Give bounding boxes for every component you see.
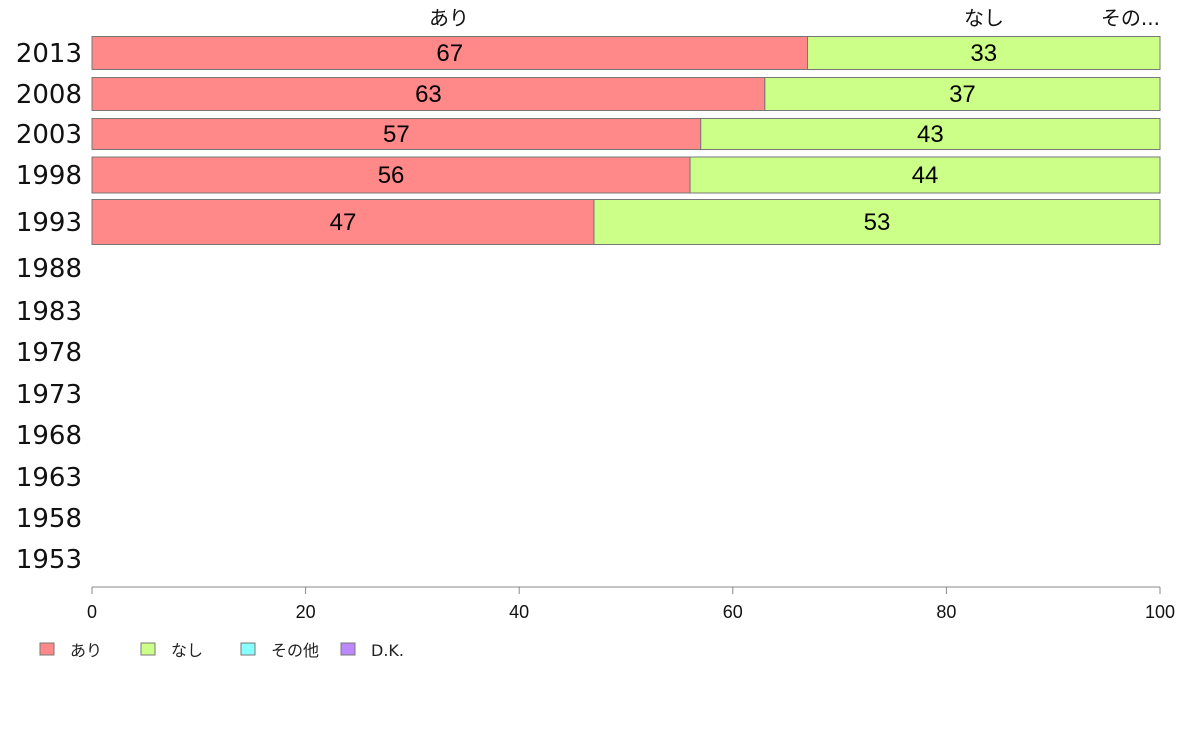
legend-swatch-0 — [39, 642, 55, 656]
year-label-2003: 2003 — [16, 120, 82, 150]
bar-2008-0 — [91, 77, 766, 111]
top-label-1: なし — [964, 6, 1004, 30]
x-tick-label-60: 60 — [723, 602, 743, 622]
bar-1993-0 — [91, 199, 595, 245]
legend-label-2: その他 — [271, 641, 319, 660]
legend-label-0: あり — [70, 641, 102, 660]
year-label-1998: 1998 — [16, 161, 82, 191]
top-label-0: あり — [429, 6, 469, 30]
top-category-labels: あり なし その... — [429, 6, 1160, 30]
bar-2013-1 — [807, 36, 1161, 70]
data-label-1998-0: 56 — [378, 162, 405, 189]
x-tick-label-0: 0 — [87, 602, 97, 622]
data-label-2013-0: 67 — [436, 40, 463, 67]
data-label-2008-0: 63 — [415, 81, 442, 108]
bar-1998-0 — [91, 156, 691, 194]
legend-label-3: D.K. — [371, 641, 404, 660]
legend-label-1: なし — [171, 641, 203, 660]
bars — [91, 36, 1161, 245]
x-tick-label-80: 80 — [936, 602, 956, 622]
year-label-1988: 1988 — [16, 254, 82, 284]
top-label-2: その... — [1101, 6, 1160, 30]
bar-1993-1 — [593, 199, 1161, 245]
legend-swatch-3 — [340, 642, 356, 656]
bar-2013-0 — [91, 36, 809, 70]
legend-swatch-2 — [240, 642, 256, 656]
year-label-1993: 1993 — [16, 208, 82, 238]
data-label-2013-1: 33 — [970, 40, 997, 67]
legend-swatch-1 — [140, 642, 156, 656]
bar-2008-1 — [764, 77, 1161, 111]
bar-1998-1 — [689, 156, 1161, 194]
data-label-2003-1: 43 — [917, 121, 944, 148]
year-label-2013: 2013 — [16, 39, 82, 69]
year-label-1973: 1973 — [16, 380, 82, 410]
bar-2003-1 — [700, 118, 1161, 150]
x-tick-label-40: 40 — [509, 602, 529, 622]
bar-2003-0 — [91, 118, 702, 150]
x-axis: 0 20 40 60 80 100 — [87, 586, 1175, 622]
year-label-1983: 1983 — [16, 297, 82, 327]
data-label-1993-0: 47 — [330, 209, 357, 236]
x-tick-label-100: 100 — [1145, 602, 1175, 622]
data-label-2003-0: 57 — [383, 121, 410, 148]
year-label-1968: 1968 — [16, 421, 82, 451]
year-label-1963: 1963 — [16, 463, 82, 493]
year-label-2008: 2008 — [16, 80, 82, 110]
year-axis-labels: 2013 2008 2003 1998 1993 1988 1983 1978 1973 1968… — [16, 39, 82, 575]
data-label-1993-1: 53 — [864, 209, 891, 236]
x-tick-label-20: 20 — [296, 602, 316, 622]
data-labels: 67 33 63 37 57 43 56 44 47 53 — [330, 40, 998, 236]
data-label-2008-1: 37 — [949, 81, 976, 108]
data-label-1998-1: 44 — [912, 162, 939, 189]
year-label-1958: 1958 — [16, 504, 82, 534]
year-label-1953: 1953 — [16, 545, 82, 575]
legend: あり なし その他 D.K. — [39, 641, 404, 660]
year-label-1978: 1978 — [16, 338, 82, 368]
